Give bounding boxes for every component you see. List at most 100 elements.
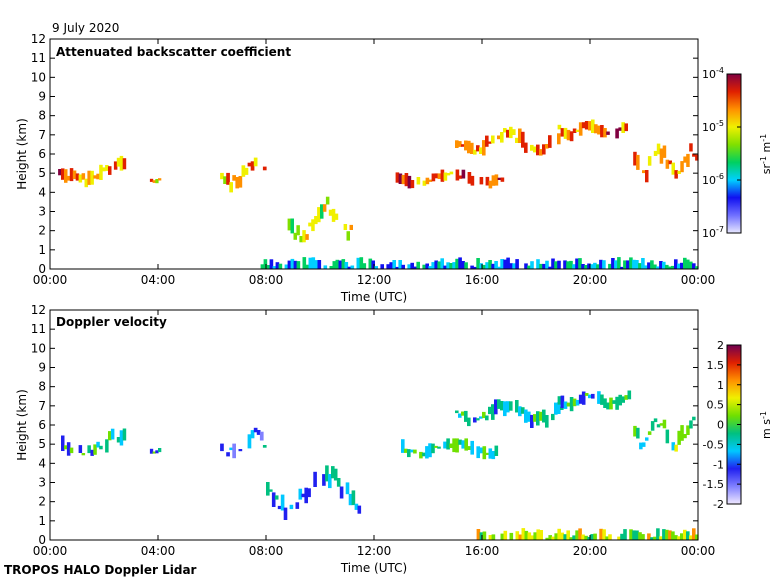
y-tick-label: 0 <box>38 533 46 547</box>
echo-cell <box>449 171 454 175</box>
echo-cell <box>671 531 675 540</box>
echo-cell <box>578 258 582 269</box>
echo-cell <box>437 446 441 449</box>
y-tick-label: 7 <box>38 399 46 413</box>
echo-cell <box>446 173 451 176</box>
echo-feature <box>401 438 499 460</box>
echo-cell <box>491 175 496 186</box>
echo-cell <box>551 536 555 540</box>
echo-cell <box>105 439 109 453</box>
echo-cell <box>578 528 582 540</box>
y-tick-label: 2 <box>38 495 46 509</box>
echo-cell <box>226 452 230 457</box>
y-tick-label: 4 <box>38 185 46 199</box>
echo-cell <box>500 177 505 182</box>
echo-cell <box>608 534 612 540</box>
echo-cell <box>527 265 531 269</box>
echo-cell <box>527 411 531 422</box>
echo-feature <box>61 428 127 456</box>
echo-cell <box>343 224 348 230</box>
echo-cell <box>665 529 669 540</box>
echo-cell <box>608 263 612 269</box>
echo-cell <box>455 169 460 181</box>
echo-cell <box>524 409 528 423</box>
echo-cell <box>470 440 474 455</box>
echo-cell <box>659 261 663 269</box>
echo-cell <box>116 157 121 167</box>
echo-cell <box>266 265 271 269</box>
echo-cell <box>302 257 307 269</box>
echo-cell <box>301 493 305 498</box>
echo-cell <box>311 219 315 232</box>
y-tick-label: 1 <box>38 514 46 528</box>
echo-cell <box>500 132 504 143</box>
echo-cell <box>575 129 580 132</box>
echo-cell <box>299 236 303 243</box>
echo-cell <box>328 209 333 216</box>
echo-cell <box>461 144 465 147</box>
echo-cell <box>296 261 301 269</box>
echo-cell <box>401 264 405 269</box>
echo-cell <box>443 172 448 181</box>
echo-cell <box>563 534 567 540</box>
echo-cell <box>354 503 359 510</box>
echo-cell <box>506 257 510 269</box>
echo-cell <box>497 135 501 140</box>
echo-cell <box>639 442 643 450</box>
echo-cell <box>262 166 267 171</box>
echo-cell <box>500 533 505 540</box>
echo-cell <box>410 449 414 453</box>
echo-cell <box>494 445 499 456</box>
echo-cell <box>362 263 367 269</box>
echo-cell <box>581 391 586 405</box>
echo-cell <box>542 144 546 155</box>
echo-cell <box>668 160 672 165</box>
echo-cell <box>566 129 571 141</box>
echo-feature <box>260 257 699 269</box>
echo-cell <box>446 438 450 450</box>
echo-cell <box>488 260 492 269</box>
echo-cell <box>404 448 408 453</box>
echo-cell <box>599 259 603 269</box>
echo-cell <box>446 262 450 269</box>
backscatter-unit-m: m <box>760 142 773 156</box>
echo-cell <box>521 131 525 148</box>
echo-cell <box>284 264 289 269</box>
velocity-data-layer <box>61 390 699 540</box>
echo-cell <box>238 449 243 452</box>
echo-cell <box>461 411 465 416</box>
echo-cell <box>404 173 409 187</box>
echo-cell <box>302 230 306 243</box>
echo-feature <box>455 399 564 428</box>
echo-cell <box>422 180 427 186</box>
echo-cell <box>357 505 362 514</box>
echo-cell <box>575 399 580 406</box>
echo-cell <box>653 150 658 156</box>
echo-cell <box>533 532 537 540</box>
echo-cell <box>287 218 292 231</box>
backscatter-unit-sr: sr <box>760 163 773 174</box>
echo-feature <box>149 448 162 454</box>
echo-cell <box>662 261 666 269</box>
echo-cell <box>277 505 282 510</box>
echo-cell <box>272 266 277 269</box>
echo-cell <box>256 430 261 435</box>
echo-cell <box>333 468 338 481</box>
echo-cell <box>401 439 405 453</box>
echo-cell <box>566 402 571 407</box>
echo-cell <box>485 415 489 421</box>
echo-cell <box>588 394 592 399</box>
echo-cell <box>410 180 415 189</box>
echo-cell <box>293 232 297 240</box>
echo-cell <box>322 474 326 486</box>
colorbar-tick-label: 1.5 <box>707 359 725 372</box>
echo-cell <box>443 441 447 449</box>
echo-cell <box>545 537 549 540</box>
echo-cell <box>335 259 340 269</box>
echo-cell <box>99 445 103 450</box>
echo-cell <box>317 207 321 223</box>
echo-feature <box>557 119 628 142</box>
colorbar-tick-label: 0 <box>717 419 724 432</box>
echo-cell <box>594 124 598 134</box>
echo-cell <box>644 265 648 269</box>
